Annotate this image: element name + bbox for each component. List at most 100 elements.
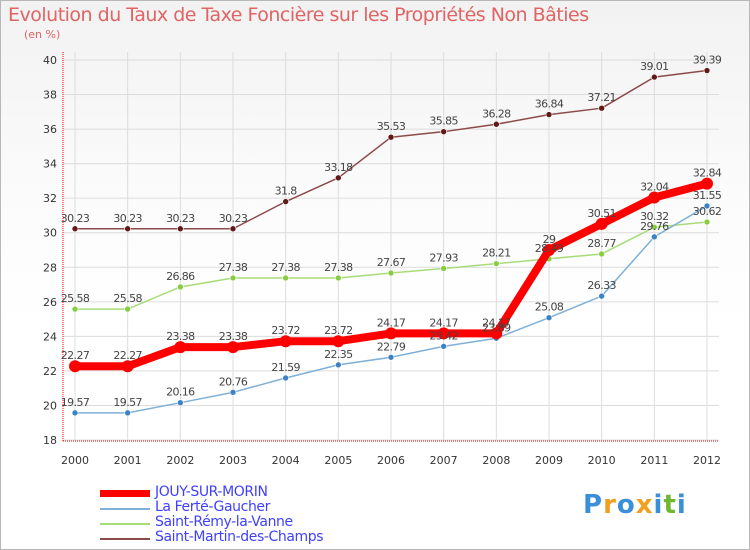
data-point	[545, 111, 553, 118]
data-point	[543, 244, 555, 256]
data-point	[124, 305, 131, 313]
logo-letter: i	[653, 490, 664, 520]
x-tick-label: 2007	[430, 454, 458, 467]
data-point	[124, 409, 131, 417]
data-point	[227, 341, 239, 354]
data-point	[177, 225, 184, 233]
legend-label: La Ferté-Gaucher	[155, 499, 270, 515]
x-tick-label: 2010	[588, 454, 616, 467]
data-label: 39.01	[640, 60, 669, 73]
data-point	[493, 260, 500, 267]
data-label: 28.77	[587, 237, 616, 250]
data-point	[703, 218, 711, 226]
y-tick-label: 40	[43, 54, 57, 67]
data-label: 26.33	[587, 279, 616, 292]
legend-label: Saint-Martin-des-Champs	[155, 529, 324, 545]
x-tick-label: 2006	[377, 454, 405, 467]
data-label: 30.23	[219, 212, 248, 225]
data-point	[651, 73, 658, 81]
y-tick-label: 20	[43, 399, 57, 412]
data-label: 24.17	[377, 316, 406, 329]
data-label: 24.17	[482, 316, 511, 329]
y-tick-label: 30	[43, 227, 57, 240]
data-point	[651, 233, 658, 241]
data-label: 25.58	[113, 292, 142, 305]
data-label: 27.38	[271, 261, 300, 274]
y-tick-label: 28	[43, 261, 57, 274]
data-label: 20.76	[219, 375, 248, 388]
data-point	[174, 341, 187, 354]
data-label: 25.08	[535, 301, 564, 314]
data-label: 23.38	[166, 330, 195, 343]
x-tick-label: 2009	[535, 454, 563, 467]
data-label: 19.57	[113, 396, 142, 409]
data-point	[651, 223, 658, 231]
y-tick-label: 26	[43, 296, 57, 309]
data-label: 35.85	[429, 115, 458, 128]
x-tick-label: 2012	[693, 454, 721, 467]
data-label: 32.04	[640, 180, 669, 193]
data-point	[701, 177, 713, 190]
data-label: 30.62	[693, 205, 722, 218]
data-point	[387, 133, 395, 141]
data-label: 24.17	[429, 316, 458, 329]
data-label: 39.39	[693, 54, 722, 67]
data-point	[385, 327, 397, 340]
legend-swatch	[100, 490, 150, 497]
data-point	[595, 217, 608, 230]
data-label: 26.86	[166, 270, 195, 283]
data-label: 32.84	[693, 167, 722, 180]
data-point	[493, 120, 500, 128]
data-point	[703, 202, 711, 210]
y-tick-label: 22	[43, 365, 57, 378]
y-tick-label: 38	[43, 89, 57, 102]
logo-letter: x	[635, 490, 654, 520]
data-label: 22.35	[324, 348, 353, 361]
data-point	[490, 327, 503, 340]
data-label: 30.23	[166, 212, 195, 225]
data-label: 30.23	[61, 212, 90, 225]
x-tick-label: 2005	[324, 454, 352, 467]
data-label: 31.55	[693, 189, 722, 202]
data-point	[279, 335, 292, 348]
data-label: 25.58	[61, 292, 90, 305]
data-point	[440, 265, 447, 272]
data-point	[124, 225, 131, 233]
x-tick-label: 2008	[482, 454, 510, 467]
logo-letter: i	[676, 490, 687, 520]
x-tick-label: 2001	[114, 454, 142, 467]
data-point	[387, 353, 395, 361]
data-point	[282, 374, 289, 382]
data-label: 28.49	[535, 242, 564, 255]
logo-letter: r	[603, 490, 617, 520]
y-tick-label: 34	[43, 158, 57, 171]
data-point	[71, 305, 79, 313]
data-label: 19.57	[61, 396, 90, 409]
legend-label: Saint-Rémy-la-Vanne	[155, 514, 293, 530]
data-point	[229, 274, 237, 282]
chart-title: Evolution du Taux de Taxe Foncière sur l…	[8, 4, 589, 26]
data-label: 36.28	[482, 107, 511, 120]
logo-letter: o	[616, 490, 636, 520]
data-label: 30.32	[640, 210, 669, 223]
data-label: 37.21	[587, 91, 616, 104]
data-label: 22.27	[113, 349, 142, 362]
legend-swatch	[100, 538, 150, 540]
x-tick-label: 2000	[61, 454, 89, 467]
data-point	[229, 389, 237, 396]
data-point	[177, 399, 184, 406]
x-tick-label: 2002	[166, 454, 194, 467]
data-point	[177, 283, 184, 291]
x-tick-label: 2011	[640, 454, 668, 467]
chart-subtitle: (en %)	[24, 28, 61, 41]
data-label: 23.72	[271, 324, 300, 337]
data-label: 22.27	[61, 349, 90, 362]
y-tick-label: 24	[43, 330, 57, 343]
data-label: 33.18	[324, 161, 353, 174]
y-tick-label: 36	[43, 123, 57, 136]
x-tick-label: 2004	[272, 454, 300, 467]
data-label: 36.84	[535, 98, 564, 111]
data-label: 27.38	[219, 261, 248, 274]
data-label: 23.42	[429, 329, 458, 342]
x-tick-label: 2003	[219, 454, 247, 467]
